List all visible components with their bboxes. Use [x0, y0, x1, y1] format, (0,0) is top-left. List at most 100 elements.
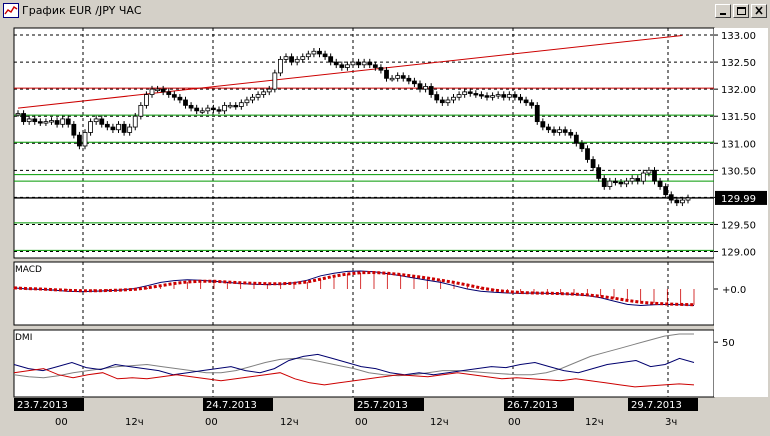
- candle-body: [523, 99, 529, 104]
- candle-body: [255, 94, 261, 98]
- candle-body: [177, 96, 183, 101]
- dmi-panel: [13, 329, 715, 398]
- candle-body: [43, 121, 49, 124]
- candle-body: [372, 64, 378, 68]
- candle-body: [456, 94, 462, 98]
- candle-body: [194, 107, 200, 112]
- dmi-series-line: [13, 368, 695, 388]
- candle-body: [400, 75, 406, 79]
- candle-body: [104, 123, 110, 128]
- close-button[interactable]: [751, 4, 767, 18]
- candle-body: [88, 121, 93, 133]
- candle-body: [93, 118, 99, 123]
- candle-body: [305, 53, 311, 58]
- candle-body: [395, 75, 401, 79]
- price-chart[interactable]: 133.00132.50132.00131.50131.00130.50130.…: [0, 22, 770, 432]
- price-tick-label: 129.00: [721, 248, 756, 259]
- candle-body: [551, 129, 557, 133]
- candle-body: [596, 167, 602, 179]
- date-label: 24.7.2013: [206, 400, 257, 411]
- candle-body: [495, 94, 501, 97]
- candle-body: [26, 118, 32, 123]
- candle-body: [674, 199, 680, 204]
- dmi-label: DMI: [15, 333, 32, 343]
- candle-body: [294, 58, 300, 63]
- candle-body: [244, 99, 250, 104]
- trendline: [17, 34, 683, 109]
- candle-body: [389, 77, 395, 81]
- candle-body: [518, 96, 523, 101]
- candle-body: [110, 126, 116, 131]
- dmi-series-line: [13, 353, 695, 376]
- minimize-icon: [720, 13, 726, 15]
- maximize-button[interactable]: [733, 4, 749, 18]
- candle-body: [227, 104, 233, 108]
- date-label-box: [14, 398, 84, 411]
- date-label-box: [628, 398, 698, 411]
- candle-body: [328, 56, 334, 63]
- candle-body: [250, 96, 255, 101]
- candle-body: [434, 94, 440, 101]
- hour-label: 12ч: [280, 417, 299, 428]
- date-label-box: [203, 398, 273, 411]
- candle-body: [473, 93, 479, 96]
- candle-body: [238, 102, 244, 107]
- price-tick-label: 132.50: [721, 58, 756, 69]
- macd-line: [13, 270, 695, 307]
- candle-body: [82, 132, 88, 147]
- maximize-icon: [737, 7, 746, 15]
- candle-body: [138, 104, 144, 117]
- candle-body: [568, 132, 574, 136]
- candle-body: [484, 95, 490, 98]
- candle-body: [60, 118, 66, 125]
- price-tick-label: 131.50: [721, 112, 756, 123]
- candle-body: [77, 134, 82, 147]
- candle-body: [233, 104, 239, 108]
- candle-body: [356, 61, 361, 66]
- candle-body: [149, 88, 155, 95]
- candle-body: [657, 180, 663, 187]
- window-titlebar[interactable]: График EUR /JPY ЧАС: [0, 0, 770, 23]
- current-price-label: 129.99: [721, 194, 756, 205]
- candle-body: [534, 104, 540, 123]
- minimize-button[interactable]: [715, 4, 731, 18]
- candle-body: [501, 94, 507, 98]
- candle-body: [116, 123, 121, 131]
- candle-body: [160, 88, 166, 93]
- candle-body: [350, 61, 356, 66]
- candle-body: [21, 113, 26, 123]
- candle-body: [49, 120, 54, 123]
- candle-body: [579, 142, 585, 150]
- candle-body: [127, 126, 133, 133]
- candle-body: [322, 53, 328, 58]
- date-label-box: [504, 398, 574, 411]
- candle-body: [417, 83, 423, 90]
- candle-body: [624, 180, 629, 185]
- candle-body: [99, 118, 105, 125]
- hour-label: 00: [355, 417, 368, 428]
- candle-body: [283, 56, 289, 60]
- hour-label: 12ч: [125, 417, 144, 428]
- candle-body: [155, 88, 160, 92]
- candle-body: [613, 180, 618, 184]
- candle-body: [546, 126, 551, 131]
- candle-body: [32, 118, 38, 123]
- price-tick-label: 129.50: [721, 220, 756, 231]
- date-label-box: [354, 398, 424, 411]
- candle-body: [54, 120, 60, 125]
- date-label: 26.7.2013: [507, 400, 558, 411]
- candle-body: [428, 86, 434, 95]
- candle-body: [646, 169, 652, 174]
- candle-body: [311, 50, 317, 55]
- candle-body: [188, 104, 194, 109]
- window-title: График EUR /JPY ЧАС: [22, 4, 142, 17]
- candle-body: [680, 199, 685, 204]
- price-tick-label: 133.00: [721, 31, 756, 42]
- candle-body: [685, 197, 691, 201]
- price-axis-panel: [714, 28, 768, 397]
- candle-body: [37, 121, 43, 124]
- price-tick-label: 131.00: [721, 139, 756, 150]
- candle-body: [144, 94, 149, 106]
- hour-label: 12ч: [585, 417, 604, 428]
- candle-body: [183, 99, 188, 106]
